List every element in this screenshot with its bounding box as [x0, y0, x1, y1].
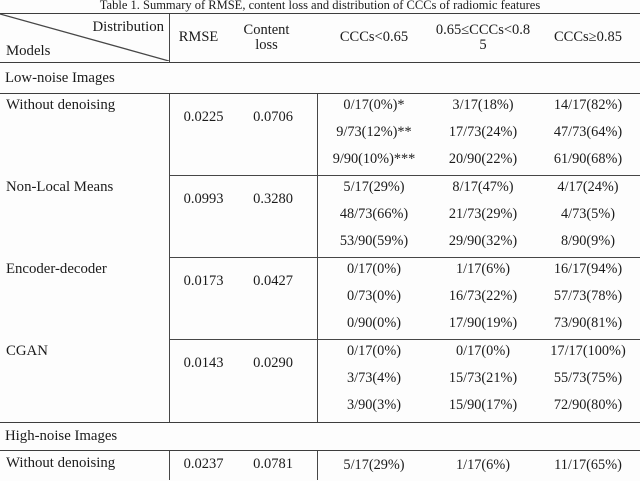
table-header-row: Distribution Models RMSE Content loss CC… [0, 13, 640, 63]
ccc-low-line: 0/90(0%) [347, 314, 401, 331]
model-name: CGAN [0, 340, 170, 422]
ccc-high-line: 73/90(81%) [553, 314, 623, 331]
header-content-loss: Content loss [237, 14, 318, 62]
ccc-mid-line: 15/90(17%) [448, 396, 518, 413]
ccc-mid-cell: 1/17(6%) 16/73(22%) 17/90(19%) [430, 258, 536, 340]
ccc-low-line: 9/90(10%)*** [332, 150, 416, 167]
content-loss-value: 0.0290 [237, 340, 318, 422]
model-name: Without denoising [0, 451, 170, 480]
section-low-noise: Low-noise Images [0, 63, 640, 94]
diagonal-divider [0, 14, 169, 61]
content-loss-value: 0.0781 [237, 451, 318, 480]
ccc-mid-line: 8/17(47%) [452, 179, 514, 195]
ccc-high-line: 61/90(68%) [553, 150, 623, 167]
ccc-low-cell: 5/17(29%) [318, 451, 430, 480]
ccc-high-line: 14/17(82%) [553, 97, 623, 113]
ccc-high-line: 55/73(75%) [553, 369, 623, 386]
table-caption: Table 1. Summary of RMSE, content loss a… [99, 0, 541, 12]
header-ccc-low: CCCs<0.65 [318, 14, 430, 62]
header-ccc-mid-label: 0.65≤CCCs<0.85 [435, 21, 531, 53]
ccc-mid-line: 29/90(32%) [448, 232, 518, 249]
header-rmse-label: RMSE [178, 29, 219, 46]
ccc-low-line: 3/73(4%) [347, 369, 401, 386]
header-content-loss-label: Content loss [243, 21, 290, 53]
row-encoder-decoder: Encoder-decoder 0.0173 0.0427 0/17(0%) 0… [0, 258, 640, 340]
ccc-mid-line: 1/17(6%) [456, 261, 510, 277]
ccc-low-line: 9/73(12%)** [336, 123, 412, 140]
ccc-high-cell: 11/17(65%) [536, 451, 640, 480]
ccc-mid-line: 0/17(0%) [456, 343, 510, 359]
ccc-mid-line: 1/17(6%) [456, 457, 510, 473]
ccc-low-line: 0/17(0%) [347, 261, 401, 277]
ccc-low-line: 0/17(0%) [347, 343, 401, 359]
ccc-mid-line: 17/73(24%) [448, 123, 518, 140]
ccc-high-line: 8/90(9%) [561, 232, 615, 249]
ccc-mid-cell: 0/17(0%) 15/73(21%) 15/90(17%) [430, 340, 536, 422]
ccc-high-line: 57/73(78%) [553, 287, 623, 304]
ccc-low-line: 48/73(66%) [339, 205, 409, 222]
ccc-high-line: 17/17(100%) [550, 343, 626, 359]
rmse-value: 0.0173 [183, 273, 224, 289]
ccc-high-cell: 4/17(24%) 4/73(5%) 8/90(9%) [536, 176, 640, 258]
model-name: Non-Local Means [0, 176, 170, 258]
summary-table: Distribution Models RMSE Content loss CC… [0, 13, 640, 480]
content-loss-value: 0.0427 [237, 258, 318, 340]
ccc-low-cell: 0/17(0%)* 9/73(12%)** 9/90(10%)*** [318, 94, 430, 176]
header-distribution-label: Distribution [92, 19, 164, 35]
rmse-value: 0.0993 [183, 191, 224, 207]
rmse-value: 0.0225 [183, 109, 224, 125]
ccc-high-line: 4/73(5%) [561, 205, 615, 222]
ccc-mid-line: 20/90(22%) [448, 150, 518, 167]
header-rmse: RMSE [170, 14, 237, 62]
ccc-mid-line: 21/73(29%) [448, 205, 518, 222]
row-cgan: CGAN 0.0143 0.0290 0/17(0%) 3/73(4%) 3/9… [0, 340, 640, 422]
ccc-low-line: 3/90(3%) [347, 396, 401, 413]
rmse-value: 0.0143 [183, 355, 224, 371]
ccc-low-cell: 0/17(0%) 0/73(0%) 0/90(0%) [318, 258, 430, 340]
ccc-low-line: 5/17(29%) [343, 179, 405, 195]
ccc-high-line: 72/90(80%) [553, 396, 623, 413]
header-models-label: Models [6, 43, 51, 59]
ccc-high-line: 47/73(64%) [553, 123, 623, 140]
ccc-low-line: 0/17(0%)* [343, 97, 405, 113]
ccc-high-cell: 17/17(100%) 55/73(75%) 72/90(80%) [536, 340, 640, 422]
header-ccc-high: CCCs≥0.85 [536, 14, 640, 62]
ccc-low-cell: 0/17(0%) 3/73(4%) 3/90(3%) [318, 340, 430, 422]
ccc-low-line: 5/17(29%) [343, 457, 405, 473]
header-corner-cell: Distribution Models [0, 14, 170, 62]
row-without-denoising-high: Without denoising 0.0237 0.0781 5/17(29%… [0, 451, 640, 480]
content-loss-value: 0.0706 [237, 94, 318, 176]
ccc-high-cell: 16/17(94%) 57/73(78%) 73/90(81%) [536, 258, 640, 340]
row-without-denoising-low: Without denoising 0.0225 0.0706 0/17(0%)… [0, 94, 640, 176]
model-name: Encoder-decoder [0, 258, 170, 340]
ccc-mid-line: 17/90(19%) [448, 314, 518, 331]
section-high-noise: High-noise Images [0, 422, 640, 451]
ccc-high-cell: 14/17(82%) 47/73(64%) 61/90(68%) [536, 94, 640, 176]
ccc-low-cell: 5/17(29%) 48/73(66%) 53/90(59%) [318, 176, 430, 258]
ccc-high-line: 11/17(65%) [554, 457, 622, 473]
ccc-low-line: 0/73(0%) [347, 287, 401, 304]
header-ccc-mid: 0.65≤CCCs<0.85 [430, 14, 536, 62]
model-name: Without denoising [0, 94, 170, 176]
ccc-high-line: 4/17(24%) [557, 179, 619, 195]
ccc-low-line: 53/90(59%) [339, 232, 409, 249]
content-loss-value: 0.3280 [237, 176, 318, 258]
header-ccc-low-label: CCCs<0.65 [339, 29, 409, 46]
ccc-mid-cell: 1/17(6%) [430, 451, 536, 480]
ccc-high-line: 16/17(94%) [553, 261, 623, 277]
ccc-mid-line: 3/17(18%) [452, 97, 514, 113]
ccc-mid-line: 15/73(21%) [448, 369, 518, 386]
row-non-local-means: Non-Local Means 0.0993 0.3280 5/17(29%) … [0, 176, 640, 258]
ccc-mid-cell: 3/17(18%) 17/73(24%) 20/90(22%) [430, 94, 536, 176]
header-ccc-high-label: CCCs≥0.85 [554, 29, 622, 46]
ccc-mid-line: 16/73(22%) [448, 287, 518, 304]
rmse-value: 0.0237 [183, 456, 224, 472]
ccc-mid-cell: 8/17(47%) 21/73(29%) 29/90(32%) [430, 176, 536, 258]
